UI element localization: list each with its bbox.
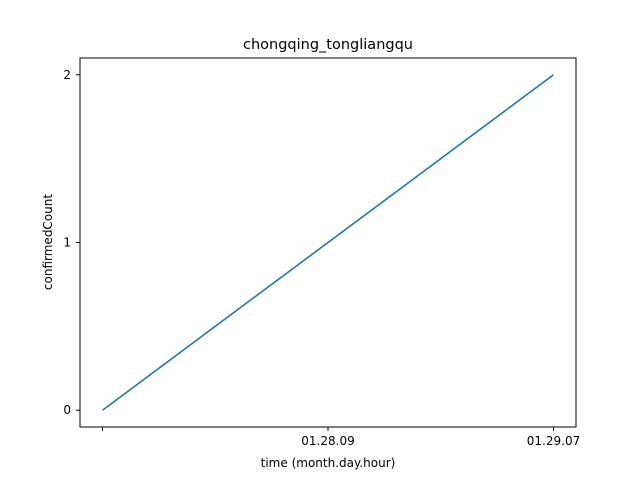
x-tick-label: 01.29.07: [527, 434, 580, 448]
x-tick-label: 01.28.09: [301, 434, 354, 448]
x-axis: 01.28.09 01.29.07: [102, 427, 580, 448]
chart-title: chongqing_tongliangqu: [243, 37, 413, 53]
series-line: [102, 74, 554, 411]
y-tick-label: 0: [63, 403, 71, 417]
x-axis-label: time (month.day.hour): [261, 456, 396, 470]
y-axis: 0 1 2: [63, 68, 80, 417]
y-axis-label: confirmedCount: [41, 194, 55, 290]
y-tick-label: 2: [63, 68, 71, 82]
y-tick-label: 1: [63, 236, 71, 250]
series-layer: [102, 74, 554, 411]
